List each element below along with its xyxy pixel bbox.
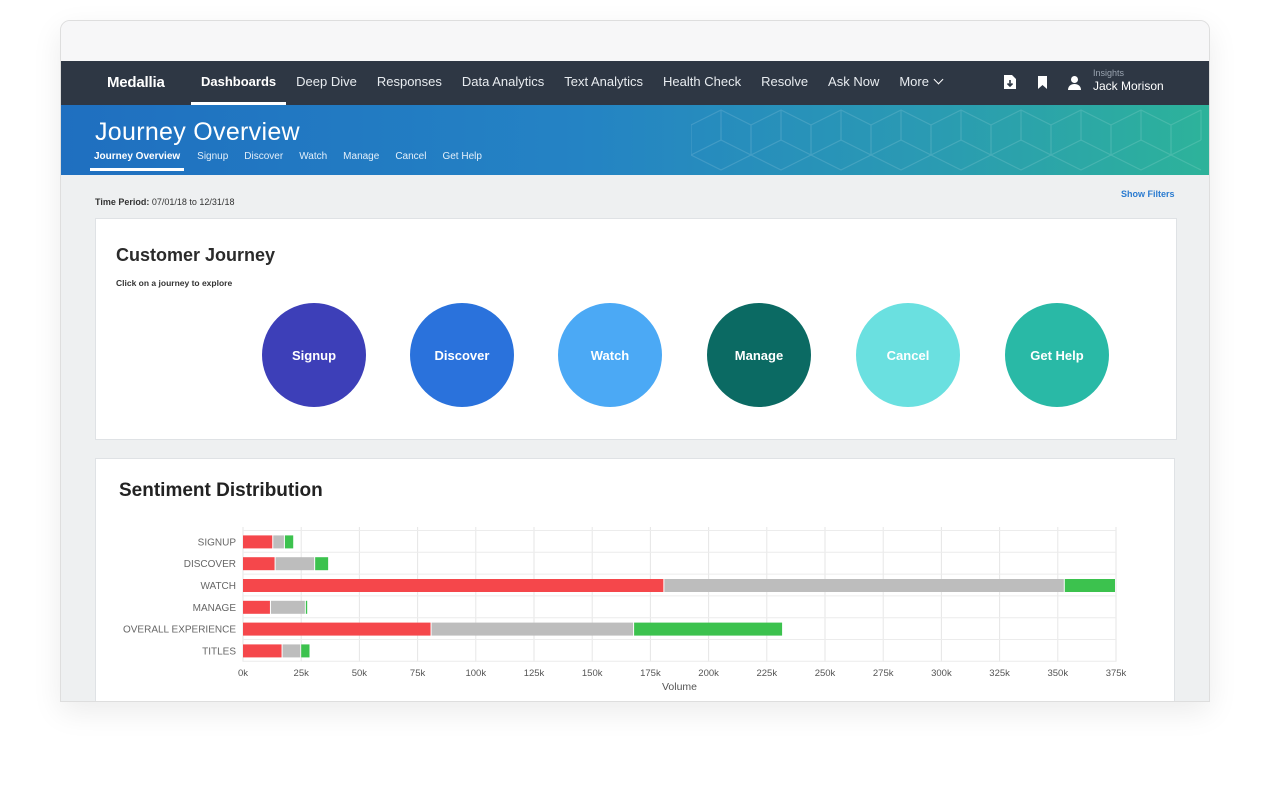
x-tick-label: 250k <box>815 668 836 679</box>
category-label: WATCH <box>200 581 236 592</box>
x-tick-label: 325k <box>989 668 1010 679</box>
nav-item-more-label: More <box>899 74 929 89</box>
customer-journey-title: Customer Journey <box>116 245 276 265</box>
journey-stage-watch[interactable]: Watch <box>558 303 662 407</box>
x-tick-label: 125k <box>524 668 545 679</box>
x-tick-label: 350k <box>1047 668 1068 679</box>
category-label: TITLES <box>202 646 236 657</box>
bar-segment <box>1064 579 1115 592</box>
bar-segment <box>305 600 308 614</box>
show-filters-link[interactable]: Show Filters <box>1121 189 1175 199</box>
nav-item-responses[interactable]: Responses <box>376 74 442 89</box>
journey-stage-cancel[interactable]: Cancel <box>856 303 960 407</box>
category-label: MANAGE <box>193 603 237 614</box>
tab-watch[interactable]: Watch <box>299 151 328 162</box>
bar-segment <box>243 557 275 571</box>
x-tick-label: 75k <box>410 668 426 679</box>
export-icon[interactable] <box>1001 73 1019 91</box>
nav-item-more[interactable]: More <box>889 61 952 105</box>
page-content: Time Period: 07/01/18 to 12/31/18 Show F… <box>61 175 1209 701</box>
app-window: Medallia Dashboards Deep Dive Responses … <box>60 20 1210 702</box>
x-tick-label: 375k <box>1106 668 1127 679</box>
nav-item-resolve[interactable]: Resolve <box>761 74 809 89</box>
journey-tabs: Journey Overview Signup Discover Watch M… <box>90 151 498 171</box>
x-axis-label: Volume <box>662 681 697 693</box>
window-chrome <box>61 21 1209 61</box>
journey-stage-discover[interactable]: Discover <box>410 303 514 407</box>
x-tick-label: 50k <box>352 668 368 679</box>
bar-segment <box>315 557 329 571</box>
top-navigation: Medallia Dashboards Deep Dive Responses … <box>61 61 1209 105</box>
nav-item-dashboards[interactable]: Dashboards <box>191 61 287 105</box>
tab-manage[interactable]: Manage <box>343 151 380 162</box>
nav-menu: Dashboards Deep Dive Responses Data Anal… <box>191 61 952 105</box>
sentiment-chart: 0k 25k 50k 75k 100k 125k 150k 175k 200k 225k 250k 2… <box>123 527 1127 693</box>
brand-logo[interactable]: Medallia <box>107 74 165 91</box>
bar-segment <box>270 600 305 614</box>
banner-pattern <box>691 109 1202 171</box>
bar-segment <box>243 644 282 658</box>
nav-item-health-check[interactable]: Health Check <box>663 74 742 89</box>
nav-item-deep-dive[interactable]: Deep Dive <box>296 74 357 89</box>
x-tick-label: 300k <box>931 668 952 679</box>
x-tick-label: 175k <box>640 668 661 679</box>
nav-item-data-analytics[interactable]: Data Analytics <box>461 74 545 89</box>
x-tick-label: 100k <box>465 668 486 679</box>
x-tick-label: 150k <box>582 668 603 679</box>
bar-segment <box>243 535 273 549</box>
time-period-value: 07/01/18 to 12/31/18 <box>151 197 235 207</box>
bookmark-icon[interactable] <box>1033 73 1051 91</box>
x-tick-label: 225k <box>756 668 777 679</box>
bar-segment <box>243 579 664 592</box>
tab-get-help[interactable]: Get Help <box>442 151 482 162</box>
journey-stage-list: Signup Discover Watch Manage Cancel Get … <box>262 303 1122 407</box>
time-period: Time Period: 07/01/18 to 12/31/18 <box>95 197 234 207</box>
bar-segment <box>284 535 294 549</box>
user-subtitle: Insights <box>1093 68 1125 78</box>
sentiment-distribution-card: Sentiment Distribution 0k 25k 50k 75k 100k 12… <box>95 458 1175 701</box>
bar-segment <box>275 557 315 571</box>
bar-segment <box>273 535 284 549</box>
page-title: Journey Overview <box>95 118 300 146</box>
customer-journey-subtitle: Click on a journey to explore <box>116 278 233 288</box>
category-label: DISCOVER <box>184 559 236 570</box>
bar-segment <box>431 622 634 636</box>
bar-segment <box>664 579 1064 592</box>
nav-item-text-analytics[interactable]: Text Analytics <box>564 74 644 89</box>
journey-stage-get-help[interactable]: Get Help <box>1005 303 1109 407</box>
bar-segment <box>301 644 310 658</box>
tab-discover[interactable]: Discover <box>244 151 284 162</box>
x-tick-label: 200k <box>698 668 719 679</box>
customer-journey-card: Customer Journey Click on a journey to e… <box>95 218 1177 440</box>
page-banner: Journey Overview Journey Overview Signup… <box>61 105 1209 175</box>
time-period-label: Time Period: <box>95 197 150 207</box>
bar-segment <box>634 622 783 636</box>
x-tick-label: 0k <box>238 668 248 679</box>
bar-segment <box>243 622 431 636</box>
tab-journey-overview[interactable]: Journey Overview <box>90 151 185 171</box>
x-tick-label: 25k <box>294 668 310 679</box>
category-label: SIGNUP <box>198 537 237 548</box>
bar-segment <box>243 600 270 614</box>
user-name: Jack Morison <box>1093 79 1164 93</box>
tab-signup[interactable]: Signup <box>197 151 229 162</box>
chevron-down-icon <box>933 74 944 85</box>
bar-segment <box>282 644 301 658</box>
journey-stage-signup[interactable]: Signup <box>262 303 366 407</box>
user-menu[interactable]: Insights Jack Morison <box>1093 68 1164 93</box>
sentiment-distribution-title: Sentiment Distribution <box>119 480 323 501</box>
user-icon[interactable] <box>1065 73 1083 91</box>
nav-icon-group <box>1001 73 1083 91</box>
x-tick-label: 275k <box>873 668 894 679</box>
tab-cancel[interactable]: Cancel <box>395 151 427 162</box>
journey-stage-manage[interactable]: Manage <box>707 303 811 407</box>
nav-item-ask-now[interactable]: Ask Now <box>828 74 880 89</box>
category-label: OVERALL EXPERIENCE <box>123 625 236 636</box>
